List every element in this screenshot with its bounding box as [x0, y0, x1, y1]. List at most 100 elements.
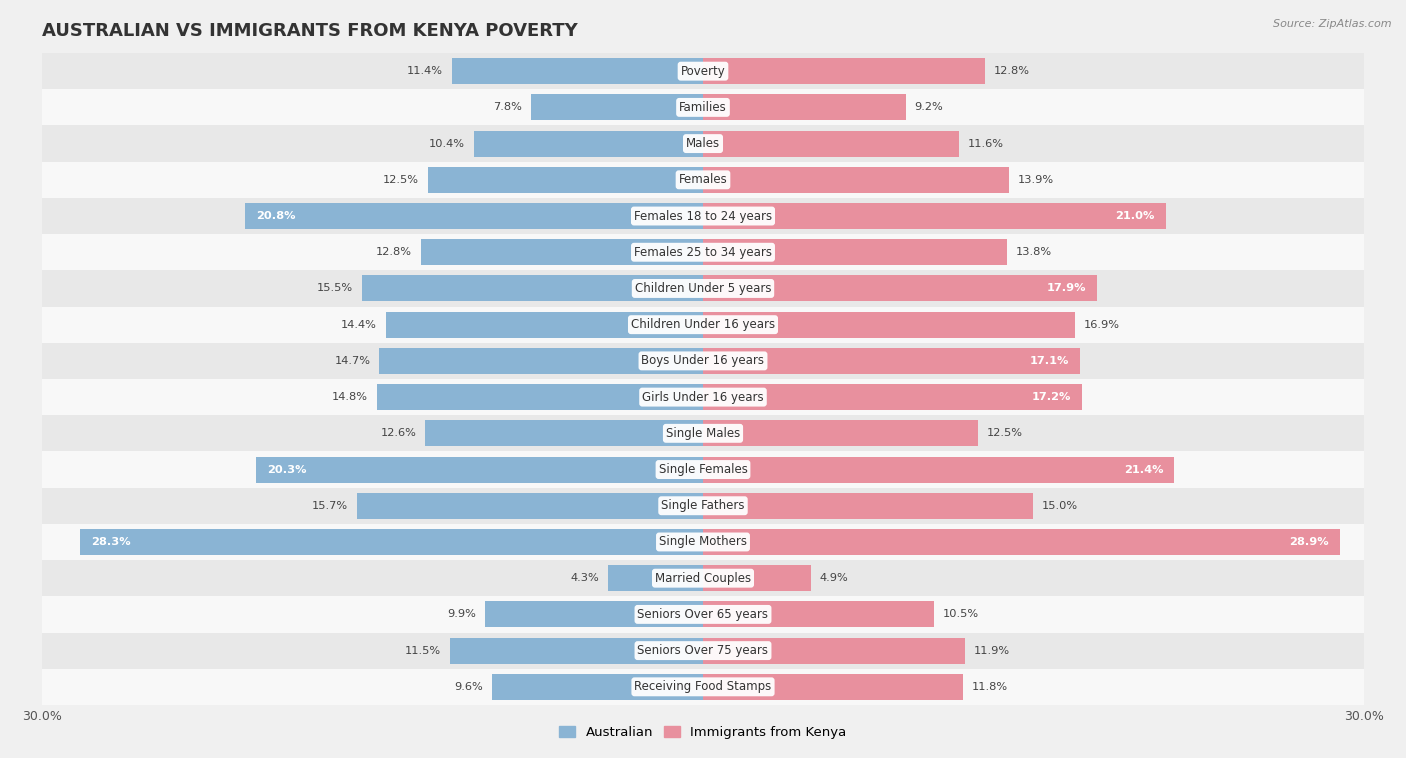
Text: Females 25 to 34 years: Females 25 to 34 years — [634, 246, 772, 258]
Bar — [703, 493, 1033, 518]
Text: Females 18 to 24 years: Females 18 to 24 years — [634, 209, 772, 223]
Legend: Australian, Immigrants from Kenya: Australian, Immigrants from Kenya — [554, 720, 852, 744]
Text: 17.9%: 17.9% — [1047, 283, 1087, 293]
Bar — [42, 89, 1364, 126]
Bar — [80, 529, 703, 555]
Bar — [420, 240, 703, 265]
Bar — [42, 234, 1364, 271]
Bar — [42, 669, 1364, 705]
Text: 12.6%: 12.6% — [381, 428, 416, 438]
Text: Females: Females — [679, 174, 727, 186]
Text: 28.3%: 28.3% — [90, 537, 131, 547]
Text: Single Females: Single Females — [658, 463, 748, 476]
Text: 17.2%: 17.2% — [1032, 392, 1071, 402]
Bar — [256, 456, 703, 483]
Text: 21.0%: 21.0% — [1115, 211, 1154, 221]
Bar — [703, 384, 1081, 410]
Bar — [42, 198, 1364, 234]
Bar — [42, 53, 1364, 89]
Text: 9.9%: 9.9% — [447, 609, 477, 619]
Bar — [42, 161, 1364, 198]
Text: Seniors Over 65 years: Seniors Over 65 years — [637, 608, 769, 621]
Text: 16.9%: 16.9% — [1084, 320, 1121, 330]
Text: Children Under 5 years: Children Under 5 years — [634, 282, 772, 295]
Text: 11.4%: 11.4% — [408, 66, 443, 76]
Bar — [42, 271, 1364, 306]
Text: 4.9%: 4.9% — [820, 573, 848, 583]
Text: Poverty: Poverty — [681, 64, 725, 77]
Bar — [703, 203, 1166, 229]
Bar — [703, 58, 986, 84]
Bar — [42, 126, 1364, 161]
Text: Single Fathers: Single Fathers — [661, 500, 745, 512]
Text: 9.2%: 9.2% — [914, 102, 943, 112]
Bar — [42, 560, 1364, 597]
Text: 12.8%: 12.8% — [377, 247, 412, 257]
Bar — [42, 452, 1364, 487]
Text: 15.7%: 15.7% — [312, 501, 349, 511]
Bar — [42, 379, 1364, 415]
Text: 10.5%: 10.5% — [943, 609, 979, 619]
Text: Receiving Food Stamps: Receiving Food Stamps — [634, 681, 772, 694]
Text: Single Males: Single Males — [666, 427, 740, 440]
Bar — [451, 58, 703, 84]
Bar — [426, 420, 703, 446]
Text: Seniors Over 75 years: Seniors Over 75 years — [637, 644, 769, 657]
Bar — [703, 565, 811, 591]
Text: 12.8%: 12.8% — [994, 66, 1029, 76]
Text: 20.3%: 20.3% — [267, 465, 307, 475]
Text: Girls Under 16 years: Girls Under 16 years — [643, 390, 763, 403]
Bar — [385, 312, 703, 338]
Bar — [703, 167, 1010, 193]
Text: Boys Under 16 years: Boys Under 16 years — [641, 355, 765, 368]
Bar — [427, 167, 703, 193]
Text: 7.8%: 7.8% — [494, 102, 523, 112]
Bar — [485, 601, 703, 628]
Bar — [703, 312, 1076, 338]
Text: Males: Males — [686, 137, 720, 150]
Bar — [703, 275, 1097, 302]
Bar — [703, 529, 1340, 555]
Text: 20.8%: 20.8% — [256, 211, 295, 221]
Text: 14.4%: 14.4% — [342, 320, 377, 330]
Bar — [380, 348, 703, 374]
Text: 11.8%: 11.8% — [972, 682, 1008, 692]
Text: 21.4%: 21.4% — [1123, 465, 1163, 475]
Text: 11.5%: 11.5% — [405, 646, 441, 656]
Text: 11.6%: 11.6% — [967, 139, 1004, 149]
Bar — [42, 524, 1364, 560]
Text: 4.3%: 4.3% — [571, 573, 599, 583]
Bar — [42, 415, 1364, 452]
Text: AUSTRALIAN VS IMMIGRANTS FROM KENYA POVERTY: AUSTRALIAN VS IMMIGRANTS FROM KENYA POVE… — [42, 23, 578, 40]
Text: 12.5%: 12.5% — [987, 428, 1024, 438]
Text: 9.6%: 9.6% — [454, 682, 482, 692]
Bar — [42, 597, 1364, 632]
Bar — [42, 306, 1364, 343]
Bar — [703, 94, 905, 121]
Text: Single Mothers: Single Mothers — [659, 535, 747, 549]
Text: 17.1%: 17.1% — [1029, 356, 1069, 366]
Text: 10.4%: 10.4% — [429, 139, 465, 149]
Text: 14.7%: 14.7% — [335, 356, 370, 366]
Text: Families: Families — [679, 101, 727, 114]
Text: Children Under 16 years: Children Under 16 years — [631, 318, 775, 331]
Bar — [703, 420, 979, 446]
Bar — [703, 348, 1080, 374]
Text: 28.9%: 28.9% — [1289, 537, 1329, 547]
Text: 14.8%: 14.8% — [332, 392, 368, 402]
Bar — [245, 203, 703, 229]
Bar — [703, 637, 965, 664]
Bar — [531, 94, 703, 121]
Text: 13.8%: 13.8% — [1015, 247, 1052, 257]
Text: 15.0%: 15.0% — [1042, 501, 1078, 511]
Bar — [361, 275, 703, 302]
Bar — [703, 456, 1174, 483]
Bar — [703, 601, 934, 628]
Bar — [42, 343, 1364, 379]
Text: 15.5%: 15.5% — [316, 283, 353, 293]
Bar — [703, 240, 1007, 265]
Text: 13.9%: 13.9% — [1018, 175, 1054, 185]
Bar — [609, 565, 703, 591]
Text: 11.9%: 11.9% — [974, 646, 1010, 656]
Text: Married Couples: Married Couples — [655, 572, 751, 584]
